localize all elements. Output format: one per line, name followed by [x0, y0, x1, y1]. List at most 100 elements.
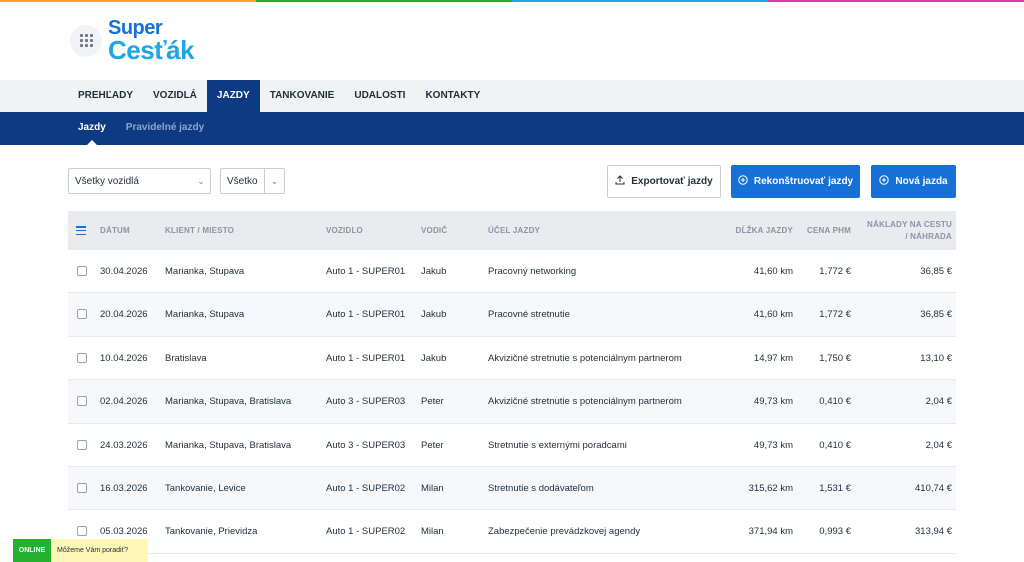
cell-client: Bratislava: [165, 352, 207, 364]
row-checkbox[interactable]: [77, 482, 87, 493]
row-checkbox[interactable]: [77, 396, 87, 407]
cell-fuel-price: 1,772 €: [819, 266, 851, 277]
subnav-item-0[interactable]: Jazdy: [68, 112, 116, 145]
chat-status-badge: ONLINE: [13, 539, 51, 562]
row-checkbox[interactable]: [77, 352, 87, 363]
export-rides-button[interactable]: Exportovať jazdy: [607, 165, 721, 198]
cell-date: 05.03.2026: [100, 526, 148, 538]
cell-driver: Peter: [421, 439, 444, 451]
apps-grid-icon[interactable]: [70, 24, 102, 57]
stripe-pink: [768, 0, 1024, 2]
cell-driver: Milan: [421, 526, 444, 538]
header-purpose[interactable]: ÚČEL JAZDY: [488, 226, 541, 235]
table-row[interactable]: 05.03.2026 Tankovanie, Prievidza Auto 1 - …: [68, 510, 956, 554]
reconstruct-rides-label: Rekonštruovať jazdy: [753, 176, 854, 187]
cell-date: 30.04.2026: [100, 266, 148, 277]
chat-message: Môžeme Vám poradiť?: [51, 539, 148, 562]
cell-purpose: Pracovný networking: [488, 266, 577, 277]
cell-fuel-price: 0,993 €: [819, 526, 851, 538]
cell-costs: 2,04 €: [925, 396, 952, 408]
row-checkbox[interactable]: [77, 439, 87, 450]
main-navigation: PREHĽADY VOZIDLÁ JAZDY TANKOVANIE UDALOSTI KO…: [0, 80, 1024, 112]
stripe-orange: [0, 0, 256, 2]
cell-costs: 410,74 €: [915, 482, 952, 494]
cell-vehicle: Auto 1 - SUPER01: [326, 309, 406, 321]
cell-vehicle: Auto 1 - SUPER01: [326, 266, 406, 277]
table-row[interactable]: 16.03.2026 Tankovanie, Levice Auto 1 - SUP…: [68, 466, 956, 511]
stripe-blue: [512, 0, 768, 2]
table-row[interactable]: 10.04.2026 Bratislava Auto 1 - SUPER01 Jaku…: [68, 337, 956, 381]
stripe-green: [256, 0, 512, 2]
nav-item-4[interactable]: UDALOSTI: [354, 90, 406, 101]
cell-fuel-price: 1,531 €: [819, 482, 851, 494]
scope-filter-value: Všetko: [227, 175, 258, 187]
nav-item-2[interactable]: JAZDY: [206, 80, 260, 112]
cell-purpose: Zabezpečenie prevádzkovej agendy: [488, 526, 641, 538]
cell-driver: Jakub: [421, 309, 447, 321]
toolbar: Všetky vozidlá ⌄ Všetko ⌄ Exportovať jaz…: [68, 165, 956, 198]
nav-item-0[interactable]: PREHĽADY: [78, 90, 134, 101]
table-body: 30.04.2026 Marianka, Stupava Auto 1 - SUPE…: [68, 250, 956, 554]
header-distance[interactable]: DĹŽKA JAZDY: [735, 226, 793, 235]
nav-item-3[interactable]: TANKOVANIE: [269, 90, 335, 101]
cell-vehicle: Auto 3 - SUPER03: [326, 396, 406, 408]
cell-purpose: Akvizičné stretnutie s potenciálnym part…: [488, 352, 682, 364]
rides-table: DÁTUM KLIENT / MIESTO VOZIDLO VODIČ ÚČEL…: [68, 211, 956, 554]
header-fuel-price[interactable]: CENA PHM: [807, 226, 851, 235]
chevron-down-icon: ⌄: [197, 175, 205, 186]
cell-vehicle: Auto 3 - SUPER03: [326, 439, 406, 451]
cell-vehicle: Auto 1 - SUPER01: [326, 352, 406, 364]
cell-driver: Jakub: [421, 266, 447, 277]
logo-text-super: Super: [108, 17, 163, 39]
plus-circle-icon: [879, 175, 890, 188]
cell-fuel-price: 0,410 €: [819, 439, 851, 451]
header-costs[interactable]: NÁKLADY NA CESTU / NÁHRADA: [852, 219, 952, 243]
app-logo[interactable]: Super Cesťák: [70, 17, 195, 65]
cell-fuel-price: 0,410 €: [819, 396, 851, 408]
header-costs-line2: / NÁHRADA: [905, 232, 952, 241]
cell-vehicle: Auto 1 - SUPER02: [326, 482, 406, 494]
cell-costs: 36,85 €: [920, 266, 952, 277]
subnav-item-1[interactable]: Pravidelné jazdy: [125, 122, 205, 133]
chat-widget[interactable]: ONLINE Môžeme Vám poradiť?: [13, 539, 148, 562]
vehicle-filter-value: Všetky vozidlá: [75, 175, 139, 187]
logo-text-main: Cesťák: [108, 35, 195, 65]
cell-client: Marianka, Stupava, Bratislava: [165, 439, 292, 451]
cell-client: Tankovanie, Prievidza: [165, 526, 258, 538]
cell-driver: Jakub: [421, 352, 447, 364]
row-checkbox[interactable]: [77, 266, 87, 276]
export-rides-label: Exportovať jazdy: [631, 176, 713, 187]
header-client[interactable]: KLIENT / MIESTO: [165, 226, 235, 235]
upload-icon: [615, 175, 625, 188]
header-vehicle[interactable]: VOZIDLO: [326, 226, 363, 235]
cell-client: Tankovanie, Levice: [165, 482, 246, 494]
header-driver[interactable]: VODIČ: [421, 226, 448, 235]
row-checkbox[interactable]: [77, 309, 87, 320]
header-date[interactable]: DÁTUM: [100, 226, 130, 235]
cell-vehicle: Auto 1 - SUPER02: [326, 526, 406, 538]
column-menu-icon[interactable]: [76, 226, 86, 235]
scope-filter-select[interactable]: Všetko ⌄: [220, 168, 285, 194]
cell-client: Marianka, Stupava: [165, 309, 245, 321]
plus-circle-icon: [738, 175, 748, 188]
cell-distance: 371,94 km: [748, 526, 793, 538]
table-row[interactable]: 20.04.2026 Marianka, Stupava Auto 1 - SUPE…: [68, 293, 956, 337]
vehicle-filter-select[interactable]: Všetky vozidlá ⌄: [68, 168, 211, 194]
cell-date: 24.03.2026: [100, 439, 148, 451]
reconstruct-rides-button[interactable]: Rekonštruovať jazdy: [731, 165, 860, 198]
cell-costs: 13,10 €: [920, 352, 952, 364]
cell-date: 20.04.2026: [100, 309, 148, 321]
cell-costs: 36,85 €: [920, 309, 952, 321]
cell-date: 02.04.2026: [100, 396, 148, 408]
new-ride-button[interactable]: Nová jazda: [871, 165, 956, 198]
table-row[interactable]: 24.03.2026 Marianka, Stupava, Bratislava A…: [68, 424, 956, 467]
table-row[interactable]: 30.04.2026 Marianka, Stupava Auto 1 - SUPE…: [68, 250, 956, 294]
row-checkbox[interactable]: [77, 526, 87, 537]
nav-item-1[interactable]: VOZIDLÁ: [153, 90, 197, 101]
nav-item-5[interactable]: KONTAKTY: [425, 90, 481, 101]
cell-driver: Peter: [421, 396, 444, 408]
cell-costs: 313,94 €: [915, 526, 952, 538]
cell-costs: 2,04 €: [925, 439, 952, 451]
cell-distance: 49,73 km: [753, 396, 793, 408]
table-row[interactable]: 02.04.2026 Marianka, Stupava, Bratislava A…: [68, 380, 956, 424]
